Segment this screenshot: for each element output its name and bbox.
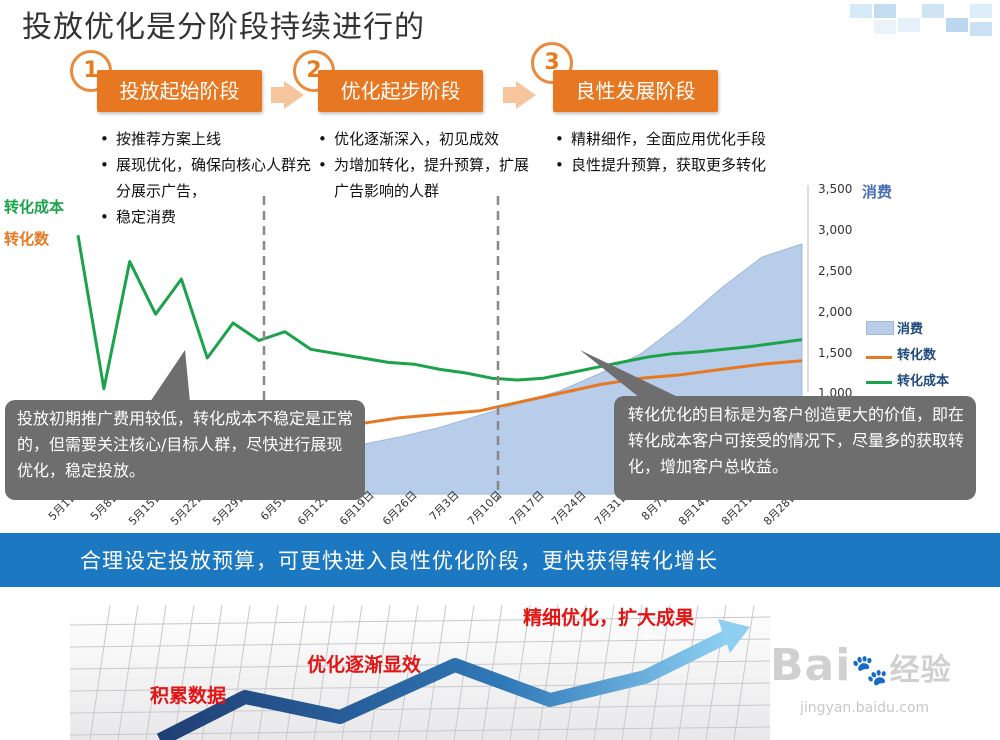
left-axis-label-cost: 转化成本 (4, 198, 65, 216)
stage-1-bullets: 按推荐方案上线 展现优化，确保向核心人群充分展示广告， 稳定消费 (98, 126, 316, 230)
grid-line (565, 605, 587, 740)
left-axis-label-conversions: 转化数 (4, 230, 50, 248)
legend-swatch-spend (866, 321, 894, 335)
grid-line (537, 605, 559, 740)
callout-pointers (150, 350, 680, 402)
stage-1-label: 投放起始阶段 (97, 70, 262, 112)
stage-2-label: 优化起步阶段 (318, 70, 483, 112)
phase-label-3: 精细优化，扩大成果 (523, 607, 695, 629)
right-tick: 3,500 (818, 182, 853, 196)
grid-line (145, 605, 167, 740)
stage-2-bullets: 优化逐渐深入，初见成效 为增加转化，提升预算，扩展广告影响的人群 (316, 126, 534, 204)
legend-label-conversions: 转化数 (897, 348, 937, 363)
chevron-arrow-icon (284, 81, 304, 109)
right-tick: 2,000 (818, 305, 853, 319)
bullet-item: 为增加转化，提升预算，扩展广告影响的人群 (318, 152, 534, 204)
grid-line (285, 605, 307, 740)
grid-line (733, 605, 755, 740)
grid-line (70, 660, 770, 670)
stage-3-label: 良性发展阶段 (553, 70, 718, 112)
chevron-arrow-icon (271, 87, 285, 103)
decorative-tiles (850, 0, 1000, 42)
phase-label-2: 优化逐渐显效 (307, 654, 422, 676)
bullet-item: 精耕细作，全面应用优化手段 (555, 126, 831, 152)
banner-text: 合理设定投放预算，可更快进入良性优化阶段，更快获得转化增长 (80, 549, 718, 573)
grid-line (173, 605, 195, 740)
bullet-item: 稳定消费 (100, 204, 316, 230)
legend-swatch-conversions (866, 356, 892, 359)
growth-arrow (156, 628, 734, 740)
arrow-head-icon (718, 619, 750, 653)
bullet-item: 按推荐方案上线 (100, 126, 316, 152)
grid-line (117, 605, 139, 740)
callout-right: 转化优化的目标是为客户创造更大的价值，即在转化成本客户可接受的情况下，尽量多的获… (614, 396, 976, 500)
chevron-arrow-icon (503, 87, 517, 103)
banner-bar (0, 533, 1000, 587)
grid-line (397, 605, 419, 740)
chevron-arrow-icon (516, 81, 536, 109)
series-cost-line (76, 234, 803, 391)
bullet-item: 良性提升预算，获取更多转化 (555, 152, 831, 178)
phase-label-1: 积累数据 (150, 685, 227, 707)
right-axis-label: 消费 (862, 183, 893, 201)
watermark-url: jingyan.baidu.com (800, 700, 930, 716)
grid-line (229, 605, 251, 740)
growth-illustration (70, 605, 770, 740)
grid-line (89, 605, 111, 740)
grid-line (70, 616, 770, 626)
stage-3-number: 3 (531, 42, 573, 84)
grid-line (621, 605, 643, 740)
callout-right-pointer (580, 350, 680, 398)
right-tick: 3,000 (818, 223, 853, 237)
legend-label-spend: 消费 (897, 322, 924, 337)
grid-line (70, 638, 770, 648)
legend-label-cost: 转化成本 (897, 374, 950, 389)
grid-line (677, 605, 699, 740)
paw-icon: 🐾 (851, 653, 890, 688)
grid-line (257, 605, 279, 740)
page-title: 投放优化是分阶段持续进行的 (22, 10, 425, 45)
grid-line (70, 704, 770, 714)
callout-left-pointer (150, 350, 190, 402)
legend-swatch-cost (866, 381, 892, 384)
callout-left: 投放初期推广费用较低，转化成本不稳定是正常的，但需要关注核心/目标人群，尽快进行… (5, 400, 365, 500)
bullet-item: 优化逐渐深入，初见成效 (318, 126, 534, 152)
grid-line (369, 605, 391, 740)
stage-3-bullets: 精耕细作，全面应用优化手段 良性提升预算，获取更多转化 (553, 126, 831, 178)
grid-line (509, 605, 531, 740)
right-tick: 1,500 (818, 346, 853, 360)
bullet-item: 展现优化，确保向核心人群充分展示广告， (100, 152, 316, 204)
right-tick: 2,500 (818, 264, 853, 278)
grid-line (593, 605, 615, 740)
watermark-logo: Bai🐾经验 (770, 640, 952, 691)
